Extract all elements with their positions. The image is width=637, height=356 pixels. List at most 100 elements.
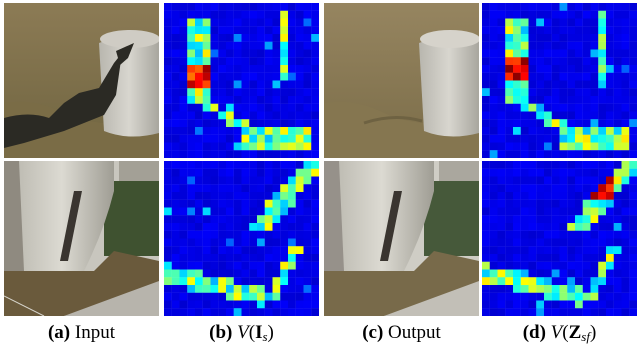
- heatmap-cell: [164, 72, 172, 81]
- heatmap-cell: [598, 223, 607, 231]
- heatmap-cell: [497, 238, 506, 247]
- heatmap-cell: [613, 254, 622, 262]
- heatmap-cell: [264, 49, 273, 58]
- heatmap-cell: [520, 49, 529, 58]
- heatmap-cell: [528, 34, 537, 42]
- heatmap-cell: [187, 277, 196, 286]
- figure-grid: [4, 3, 637, 316]
- heatmap-cell: [536, 176, 545, 185]
- heatmap-cell: [311, 192, 319, 200]
- heatmap-cell: [528, 49, 537, 58]
- photo-input-row2-image: [4, 161, 159, 316]
- heatmap-cell: [613, 103, 622, 112]
- heatmap-cell: [311, 277, 319, 286]
- heatmap-cell: [598, 277, 607, 286]
- heatmap-cell: [179, 57, 188, 66]
- heatmap-cell: [226, 80, 234, 89]
- heatmap-cell: [187, 215, 196, 224]
- heatmap-cell: [489, 18, 498, 27]
- heatmap-cell: [164, 41, 172, 50]
- heatmap-cell: [567, 238, 576, 247]
- heatmap-cell: [621, 10, 630, 19]
- heatmap-cell: [598, 176, 607, 185]
- heatmap-cell: [257, 161, 265, 169]
- heatmap-cell: [195, 96, 203, 104]
- heatmap-cell: [606, 300, 614, 309]
- heatmap-cell: [311, 184, 319, 193]
- heatmap-cell: [613, 238, 622, 247]
- heatmap-cell: [497, 142, 506, 151]
- heatmap-cell: [567, 254, 576, 262]
- heatmap-cell: [544, 285, 552, 293]
- heatmap-cell: [606, 269, 614, 278]
- heatmap-cell: [582, 65, 591, 73]
- heatmap-cell: [171, 119, 180, 128]
- heatmap-cell: [187, 176, 196, 185]
- heatmap-cell: [497, 127, 506, 135]
- heatmap-cell: [598, 49, 607, 58]
- heatmap-cell: [482, 96, 490, 104]
- heatmap-cell: [257, 88, 265, 97]
- heatmap-cell: [195, 142, 203, 151]
- heatmap-cell: [582, 119, 591, 128]
- heatmap-cell: [613, 223, 622, 231]
- heatmap-cell: [202, 111, 211, 120]
- heatmap-cell: [606, 65, 614, 73]
- heatmap-cell: [288, 168, 296, 177]
- heatmap-cell: [187, 308, 196, 316]
- heatmap-cell: [303, 34, 312, 42]
- heatmap-cell: [613, 18, 622, 27]
- heatmap-cell: [489, 119, 498, 128]
- heatmap-cell: [272, 150, 281, 158]
- heatmap-cell: [489, 65, 498, 73]
- heatmap-cell: [202, 215, 211, 224]
- heatmap-cell: [187, 184, 196, 193]
- heatmap-cell: [621, 261, 630, 270]
- heatmap-cell: [613, 292, 622, 301]
- heatmap-cell: [187, 18, 196, 27]
- heatmap-cell: [280, 142, 289, 151]
- heatmap-cell: [482, 223, 490, 231]
- heatmap-cell: [179, 207, 188, 216]
- heatmap-cell: [233, 103, 242, 112]
- heatmap-cell: [544, 142, 552, 151]
- heatmap-cell: [195, 199, 203, 208]
- heatmap-cell: [264, 254, 273, 262]
- heatmap-cell: [520, 72, 529, 81]
- heatmap-cell: [497, 150, 506, 158]
- heatmap-cell: [559, 254, 568, 262]
- heatmap-cell: [202, 238, 211, 247]
- heatmap-cell: [210, 261, 219, 270]
- heatmap-cell: [551, 65, 560, 73]
- heatmap-cell: [544, 192, 552, 200]
- heatmap-cell: [551, 215, 560, 224]
- heatmap-cell: [241, 176, 250, 185]
- heatmap-cell: [520, 150, 529, 158]
- heatmap-cell: [497, 207, 506, 216]
- heatmap-cell: [272, 10, 281, 19]
- heatmap-cell: [241, 300, 250, 309]
- heatmap-cell: [559, 119, 568, 128]
- heatmap-cell: [264, 72, 273, 81]
- photo-input-row1-image: [4, 3, 159, 158]
- heatmap-cell: [629, 127, 637, 135]
- heatmap-cell: [536, 261, 545, 270]
- heatmap-cell: [590, 285, 599, 293]
- heatmap-cell: [582, 96, 591, 104]
- heatmap-cell: [257, 285, 265, 293]
- heatmap-cell: [202, 192, 211, 200]
- heatmap-cell: [303, 134, 312, 143]
- heatmap-cell: [295, 199, 304, 208]
- heatmap-cell: [210, 26, 219, 35]
- heatmap-cell: [598, 254, 607, 262]
- heatmap-cell: [303, 308, 312, 316]
- heatmap-cell: [280, 80, 289, 89]
- heatmap-cell: [303, 80, 312, 89]
- heatmap-cell: [497, 168, 506, 177]
- heatmap-cell: [303, 246, 312, 255]
- heatmap-cell: [497, 292, 506, 301]
- heatmap-cell: [544, 277, 552, 286]
- heatmap-cell: [303, 192, 312, 200]
- heatmap-cell: [559, 49, 568, 58]
- heatmap-cell: [590, 238, 599, 247]
